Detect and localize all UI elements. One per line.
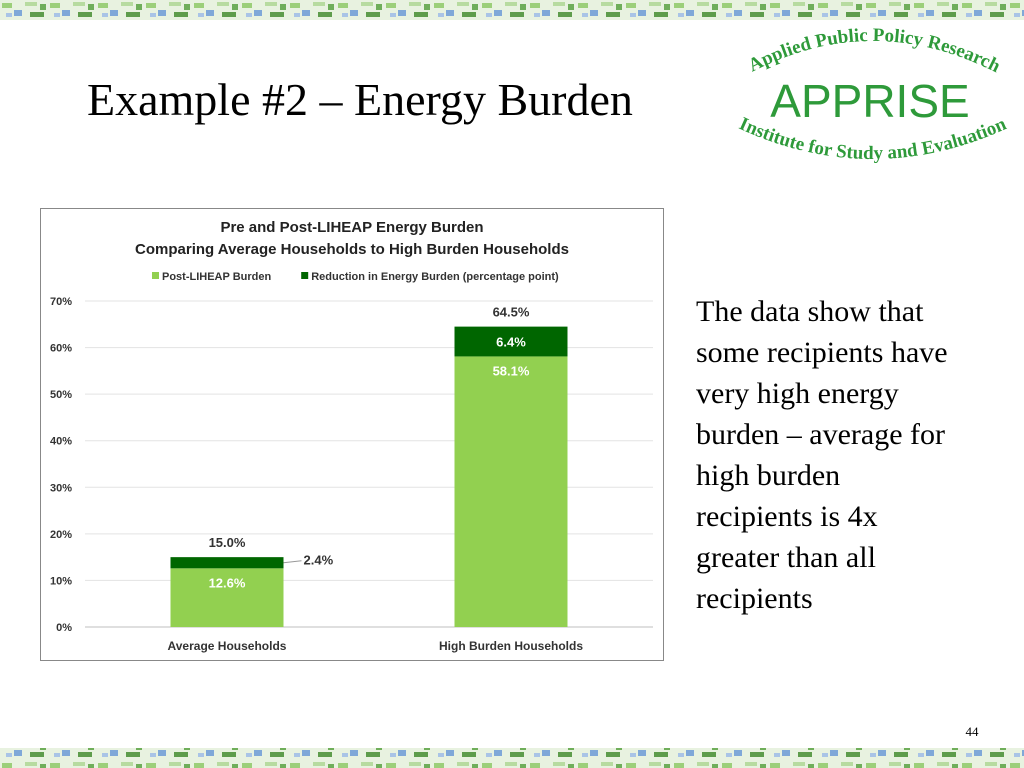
total-label: 15.0% xyxy=(209,535,246,550)
legend-label: Reduction in Energy Burden (percentage p… xyxy=(311,271,559,283)
total-label: 64.5% xyxy=(493,305,530,320)
body-line: very high energy xyxy=(696,377,899,410)
chart: Pre and Post-LIHEAP Energy Burden Compar… xyxy=(50,219,653,653)
bar-segment xyxy=(454,326,568,357)
bar-segment xyxy=(170,568,284,627)
slide-title: Example #2 – Energy Burden xyxy=(87,74,633,125)
logo: Applied Public Policy Research APPRISE I… xyxy=(736,25,1010,164)
y-tick-label: 70% xyxy=(50,296,72,308)
y-tick-label: 30% xyxy=(50,482,72,494)
y-tick-label: 10% xyxy=(50,575,72,587)
bar-segment xyxy=(454,356,568,627)
bottom-strip xyxy=(0,748,1024,768)
body-line: greater than all xyxy=(696,541,876,574)
y-tick-label: 40% xyxy=(50,436,72,448)
y-tick-label: 20% xyxy=(50,529,72,541)
chart-subtitle: Comparing Average Households to High Bur… xyxy=(135,241,569,258)
body-line: burden – average for xyxy=(696,418,945,451)
bar-segment xyxy=(170,557,284,569)
body-line: recipients is 4x xyxy=(696,500,878,533)
logo-name: APPRISE xyxy=(770,75,969,127)
body-line: recipients xyxy=(696,582,813,615)
top-strip xyxy=(0,0,1024,20)
legend-swatch xyxy=(152,272,159,279)
x-tick-label: Average Households xyxy=(168,639,287,653)
logo-top: Applied Public Policy Research xyxy=(745,25,1004,77)
body-text: The data show that some recipients have ve… xyxy=(696,295,948,615)
value-label: 6.4% xyxy=(496,335,526,350)
logo-top-path: Applied Public Policy Research xyxy=(745,25,1004,77)
leader-line xyxy=(283,560,302,564)
page-number: 44 xyxy=(966,724,980,739)
y-tick-label: 50% xyxy=(50,389,72,401)
value-label: 12.6% xyxy=(209,575,246,590)
body-line: some recipients have xyxy=(696,336,948,369)
body-line: high burden xyxy=(696,459,840,492)
value-label: 2.4% xyxy=(304,553,334,568)
value-label: 58.1% xyxy=(493,363,530,378)
legend-label: Post-LIHEAP Burden xyxy=(162,271,271,283)
body-line: The data show that xyxy=(696,295,924,328)
legend-swatch xyxy=(301,272,309,279)
chart-title: Pre and Post-LIHEAP Energy Burden xyxy=(220,219,483,236)
y-tick-label: 60% xyxy=(50,343,72,355)
x-tick-label: High Burden Households xyxy=(439,639,583,653)
y-tick-label: 0% xyxy=(56,622,72,634)
